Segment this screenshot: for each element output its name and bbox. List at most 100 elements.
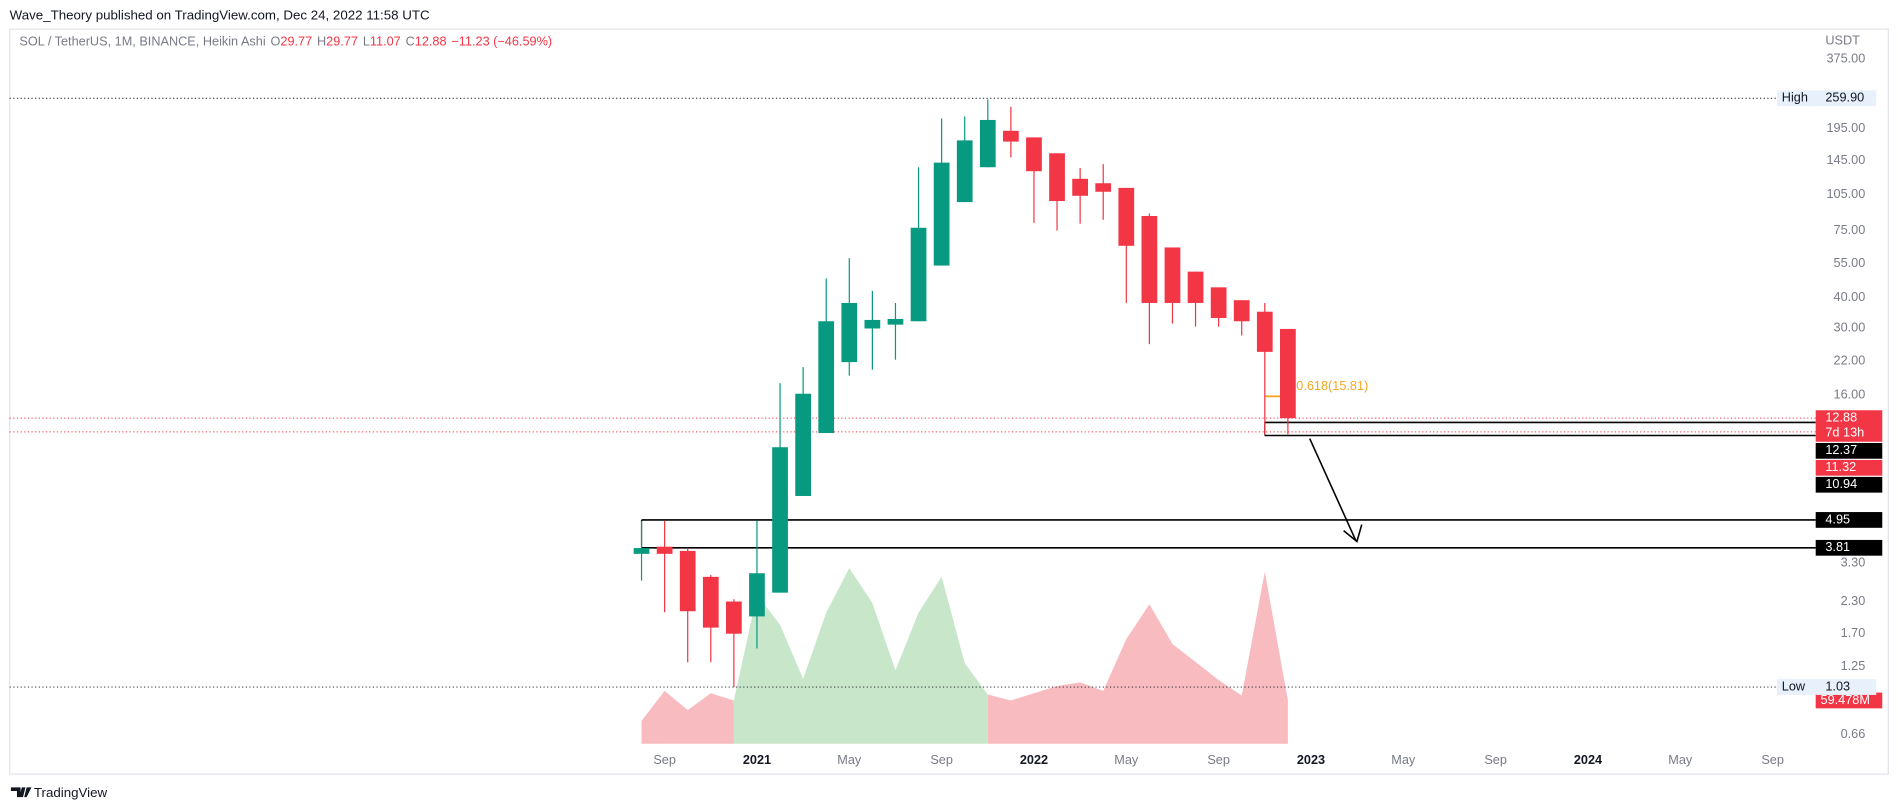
volume-label: 59.478M	[1821, 692, 1870, 707]
y-tick-label: 3.30	[1841, 554, 1866, 569]
y-tick-label: 105.00	[1826, 186, 1865, 201]
candle-body	[1072, 178, 1088, 196]
extreme-name: Low	[1782, 678, 1806, 693]
extreme-value: 1.03	[1825, 678, 1850, 693]
candle-body	[1256, 311, 1273, 352]
price-label-bg	[1815, 512, 1883, 528]
price-label: 3.81	[1825, 539, 1850, 554]
candle-body	[864, 319, 881, 329]
tradingview-logo	[10, 787, 32, 798]
countdown-label: 7d 13h	[1825, 425, 1864, 440]
x-tick-label: May	[1668, 752, 1693, 767]
candle-body	[726, 601, 742, 634]
extreme-value-bg	[1815, 90, 1877, 107]
symbol-title: SOL / TetherUS, 1M, BINANCE, Heikin Ashi	[19, 34, 265, 49]
extreme-value: 259.90	[1825, 90, 1864, 105]
legend-change: −11.23 (−46.59%)	[451, 34, 552, 49]
price-label: 12.37	[1825, 442, 1857, 457]
y-tick-label: 55.00	[1834, 255, 1866, 270]
extreme-name: High	[1782, 90, 1808, 105]
x-tick-label: Sep	[653, 752, 676, 767]
arrow-line	[1308, 438, 1357, 541]
price-unit: USDT	[1825, 33, 1860, 48]
candle-body	[1141, 216, 1158, 303]
y-tick-label: 2.30	[1841, 593, 1866, 608]
x-tick-label: 2022	[1020, 752, 1048, 767]
price-label-bg	[1815, 539, 1883, 556]
price-label: 10.94	[1825, 476, 1857, 491]
legend-key: O	[271, 34, 281, 49]
candle-body	[1233, 300, 1250, 322]
candle-body	[1280, 328, 1296, 419]
price-label: 12.88	[1825, 409, 1857, 424]
arrow-drawing	[1308, 438, 1363, 543]
candle-body	[1118, 187, 1135, 246]
y-tick-label: 16.00	[1834, 386, 1866, 401]
x-tick-label: May	[1391, 752, 1416, 767]
candle-body	[841, 302, 858, 363]
publish-info: Wave_Theory published on TradingView.com…	[10, 7, 430, 22]
candle-body	[749, 573, 765, 617]
volume-label-bg	[1815, 692, 1883, 709]
extreme-name-bg	[1776, 90, 1816, 107]
x-tick-label: May	[1114, 752, 1139, 767]
candle-body	[1003, 130, 1019, 142]
x-tick-label: Sep	[1207, 752, 1230, 767]
symbol-legend: SOL / TetherUS, 1M, BINANCE, Heikin Ashi…	[19, 34, 552, 49]
volume-area	[733, 568, 988, 744]
y-tick-label: 0.66	[1841, 726, 1866, 741]
volume-area	[641, 690, 734, 744]
footer-brand: TradingView	[34, 785, 108, 800]
candle-body	[933, 162, 950, 266]
candle-body	[956, 140, 973, 203]
y-tick-label: 30.00	[1834, 319, 1866, 334]
candle-body	[887, 318, 904, 325]
price-label-bg	[1815, 476, 1883, 493]
legend-value: 11.07	[370, 34, 401, 49]
candle-body	[1095, 183, 1112, 192]
logo-icon	[10, 787, 32, 798]
candle-body	[1164, 247, 1181, 303]
candle-body	[1187, 271, 1204, 303]
y-tick-label: 145.00	[1826, 152, 1865, 167]
y-tick-label: 40.00	[1834, 289, 1866, 304]
price-label-bg	[1815, 410, 1883, 442]
volume-area	[987, 571, 1288, 744]
candle-body	[795, 393, 811, 496]
x-tick-label: 2024	[1574, 752, 1602, 767]
x-tick-label: 2023	[1297, 752, 1325, 767]
legend-key: C	[406, 34, 415, 49]
y-tick-label: 1.70	[1841, 625, 1866, 640]
candle-body	[633, 548, 650, 554]
legend-key: L	[363, 34, 370, 49]
candle-body	[910, 227, 927, 322]
legend-key: H	[317, 34, 326, 49]
legend-value: 29.77	[280, 34, 312, 49]
candle-body	[679, 550, 696, 612]
fib-label: 0.618(15.81)	[1296, 378, 1368, 393]
price-label: 11.32	[1825, 459, 1856, 474]
y-tick-label: 22.00	[1834, 352, 1866, 367]
y-tick-label: 75.00	[1834, 222, 1866, 237]
extreme-name-bg	[1776, 679, 1816, 695]
candle-body	[656, 546, 673, 554]
candle-body	[1049, 153, 1065, 202]
candle-body	[1210, 287, 1227, 318]
y-tick-label: 1.25	[1841, 658, 1866, 673]
x-tick-label: Sep	[1484, 752, 1507, 767]
candle-body	[1026, 137, 1042, 172]
legend-value: 12.88	[415, 34, 447, 49]
candle-body	[979, 119, 996, 168]
x-tick-label: May	[837, 752, 862, 767]
price-label: 4.95	[1825, 511, 1850, 526]
y-tick-label: 375.00	[1826, 51, 1865, 66]
candle-body	[772, 447, 788, 593]
legend-value: 29.77	[326, 34, 358, 49]
extreme-value-bg	[1815, 679, 1877, 695]
candle-body	[702, 576, 719, 628]
price-label-bg	[1815, 442, 1883, 459]
price-label-bg	[1815, 459, 1883, 476]
arrow-head	[1343, 524, 1363, 543]
